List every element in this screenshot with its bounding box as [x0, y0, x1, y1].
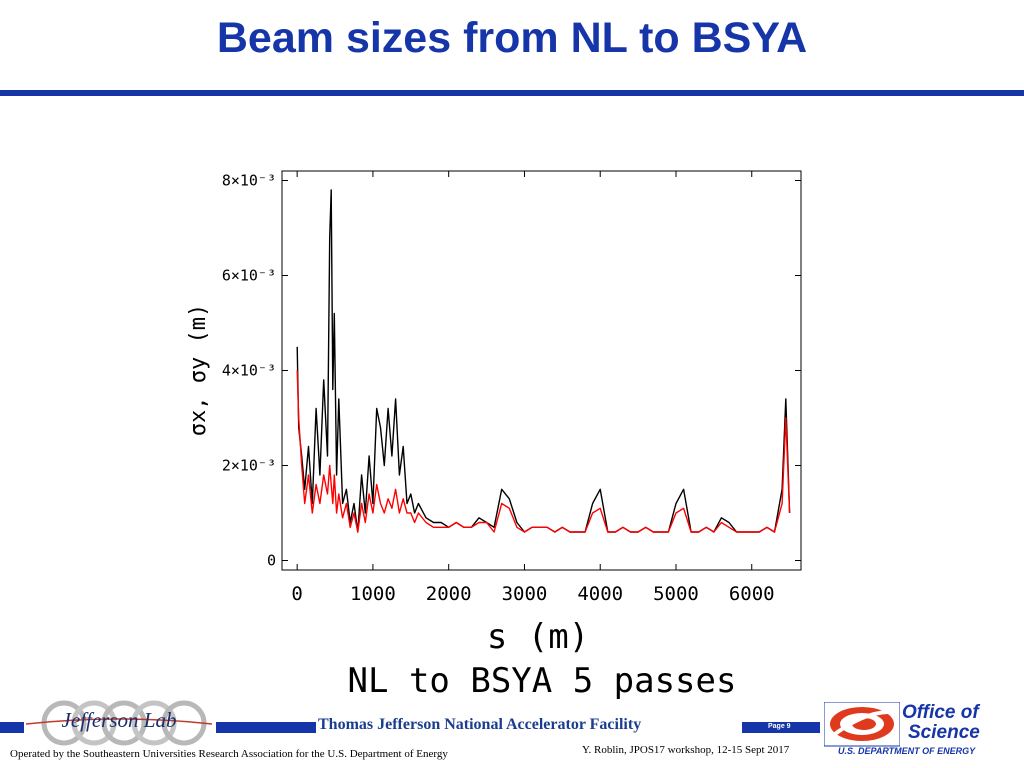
x-tick-label: 6000 — [729, 583, 775, 605]
page-title: Beam sizes from NL to BSYA — [216, 14, 808, 62]
series-layer — [296, 189, 791, 533]
x-tick-label: 0 — [291, 583, 302, 605]
x-tick-label: 2000 — [426, 583, 472, 605]
office-logo-line1: Office of — [902, 702, 979, 723]
office-logo-dept: U.S. DEPARTMENT OF ENERGY — [838, 746, 976, 756]
author-credit: Y. Roblin, JPOS17 workshop, 12-15 Sept 2… — [582, 744, 790, 756]
y-ticks: 0 2×10⁻³ 4×10⁻³ 6×10⁻³ 8×10⁻³ — [222, 172, 801, 570]
y-tick-label: 2×10⁻³ — [222, 457, 276, 475]
y-axis-label: σx, σy (m) — [186, 304, 211, 436]
lab-name: Thomas Jefferson National Accelerator Fa… — [318, 716, 642, 733]
office-of-science-logo: Office of Science U.S. DEPARTMENT OF ENE… — [822, 700, 1022, 762]
x-axis-label: s (m) — [487, 617, 589, 657]
x-ticks: 0 1000 2000 3000 4000 5000 6000 — [291, 171, 775, 605]
y-tick-label: 8×10⁻³ — [222, 172, 276, 190]
footer-bar-mid — [216, 722, 316, 733]
x-tick-label: 5000 — [653, 583, 699, 605]
chart-subtitle: NL to BSYA 5 passes — [348, 661, 737, 701]
jefferson-lab-logo: Jefferson Lab — [24, 700, 214, 746]
y-tick-label: 4×10⁻³ — [222, 362, 276, 380]
operated-by-text: Operated by the Southeastern Universitie… — [10, 748, 448, 760]
jlab-rings-icon — [25, 700, 213, 746]
title-divider — [0, 90, 1024, 96]
footer-bar-left — [0, 722, 24, 733]
x-tick-label: 4000 — [577, 583, 623, 605]
doe-swirl-icon — [824, 702, 900, 747]
y-tick-label: 0 — [267, 552, 276, 570]
page-number: Page 9 — [768, 723, 791, 730]
x-tick-label: 1000 — [350, 583, 396, 605]
jlab-logo-text: Jefferson Lab — [61, 708, 177, 732]
series-line-1 — [296, 370, 791, 533]
footer-bar-right — [742, 722, 820, 733]
series-line-0 — [296, 189, 791, 533]
y-tick-label: 6×10⁻³ — [222, 267, 276, 285]
office-logo-line2: Science — [908, 722, 980, 743]
x-tick-label: 3000 — [502, 583, 548, 605]
